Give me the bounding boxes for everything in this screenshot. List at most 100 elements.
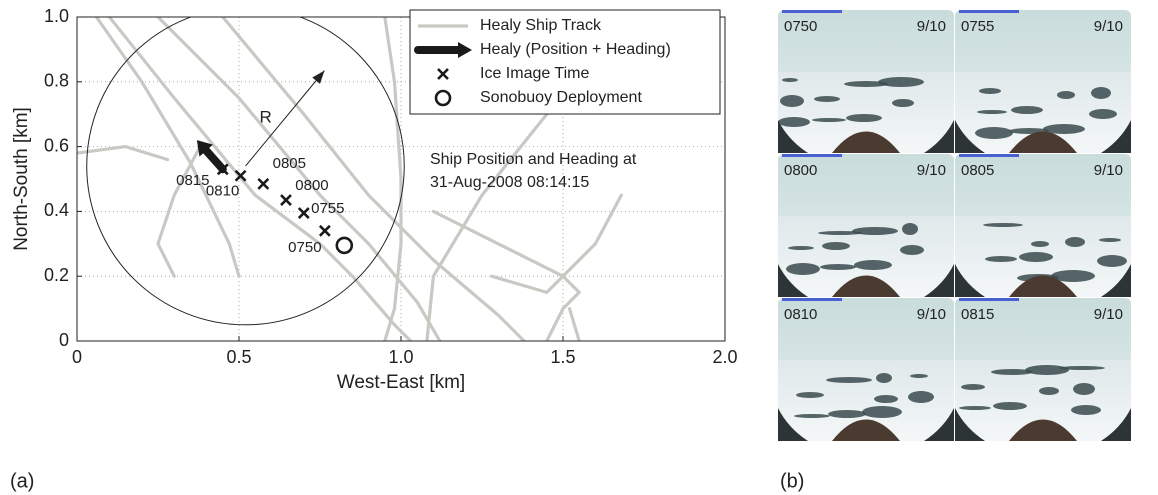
photo-bow [1009,131,1077,153]
annotation: 31-Aug-2008 08:14:15 [430,174,589,191]
photo-water [910,374,928,378]
photo-water [959,406,991,410]
photo-water [961,384,985,390]
photo-water [786,263,820,275]
photo-water [1051,270,1095,282]
photo-water [1043,124,1085,134]
photo-water [852,227,898,235]
x-tick-label: 2.0 [712,347,737,367]
photo-vignette [955,408,1131,441]
ice-image-label: 0750 [288,239,321,256]
x-axis-label: West-East [km] [337,372,465,393]
photo-water [985,256,1017,262]
ice-image-label: 0755 [311,200,344,217]
photo-water [1057,91,1075,99]
photo-water [818,231,862,235]
photo-water [900,245,924,255]
photo: 0815 9/10 [955,298,1131,441]
x-tick-label: 0 [72,347,82,367]
photo-fraction: 9/10 [917,306,946,323]
photo-water [1025,365,1069,375]
ice-image-label: 0800 [295,177,328,194]
y-tick-label: 1.0 [44,6,69,26]
photo-vignette [955,264,1131,297]
photo-water [975,127,1013,139]
photo-water [1091,87,1111,99]
photo-water [876,373,892,383]
photo-water [862,406,902,418]
radius-line [245,70,325,167]
photo-fraction: 9/10 [917,162,946,179]
legend-label: Healy Ship Track [480,17,602,34]
photo-time: 0800 [784,162,817,179]
ice-image-marker [280,194,292,206]
legend-swatch [458,42,472,58]
legend-label: Healy (Position + Heading) [480,41,671,58]
photo-fraction: 9/10 [1094,18,1123,35]
legend-swatch [434,89,452,107]
photo-bow [832,131,900,153]
legend-label: Sonobuoy Deployment [480,89,642,106]
photo-fraction: 9/10 [1094,306,1123,323]
photo-water [874,395,898,403]
photo-grid: 0750 9/10 0755 9/10 0800 9/10 0805 9/10 0810 9/10… [778,10,1131,441]
x-tick-label: 1.5 [550,347,575,367]
photo-water [844,81,888,87]
ice-image-marker [318,224,331,237]
photo-water [822,242,850,250]
photo-water [1071,405,1101,415]
photo-bow [832,275,900,297]
x-tick-label: 1.0 [388,347,413,367]
plot: 0 0.5 1.0 1.5 2.0 0 0.2 0.4 0.6 0.8 1.0 West-East [… [11,6,738,393]
photo: 0750 9/10 [778,10,954,153]
photo-water [1065,237,1085,247]
photo-water [820,264,856,270]
y-tick-label: 0.8 [44,71,69,91]
x-tick-label: 0.5 [226,347,251,367]
annotation: Ship Position and Heading at [430,151,637,168]
ice-image-marker [216,163,229,176]
ice-image-label: 0810 [206,183,239,200]
photo-water [780,95,804,107]
photo-bar [959,298,1019,301]
photo-water [878,77,924,87]
y-axis-label: North-South [km] [11,107,32,251]
photo-bow [1009,275,1077,297]
photo-water [1099,238,1121,242]
photo-bar [959,154,1019,157]
legend-label: Ice Image Time [480,65,589,82]
photo-water [1097,255,1127,267]
photo-water [979,88,1001,94]
photo-time: 0805 [961,162,994,179]
photo-water [1019,252,1053,262]
photo-vignette [778,408,954,441]
y-tick-label: 0 [59,330,69,350]
legend-swatch [437,68,449,80]
photo-water [796,392,824,398]
y-tick-label: 0.4 [44,200,69,220]
panel-label: (b) [780,470,804,492]
photo-water [788,246,814,250]
photo-water [1059,366,1105,370]
legend: Healy Ship Track Healy (Position + Headin… [409,9,721,115]
photo-water [902,223,918,235]
photo-water [814,96,840,102]
photo-bow [832,419,900,441]
photo-water [778,117,810,127]
photo-water [1089,109,1117,119]
photo-vignette [955,120,1131,153]
ice-image-marker [234,169,247,182]
photo-bar [959,10,1019,13]
photo-vignette [778,264,954,297]
photo-fraction: 9/10 [917,18,946,35]
photo-water [892,99,914,107]
photo-fraction: 9/10 [1094,162,1123,179]
ice-image-marker [297,207,310,219]
photo-water [991,369,1033,375]
y-tick-label: 0.6 [44,135,69,155]
panel-label: (a) [10,470,34,492]
photo-time: 0815 [961,306,994,323]
ship-track [77,17,623,341]
